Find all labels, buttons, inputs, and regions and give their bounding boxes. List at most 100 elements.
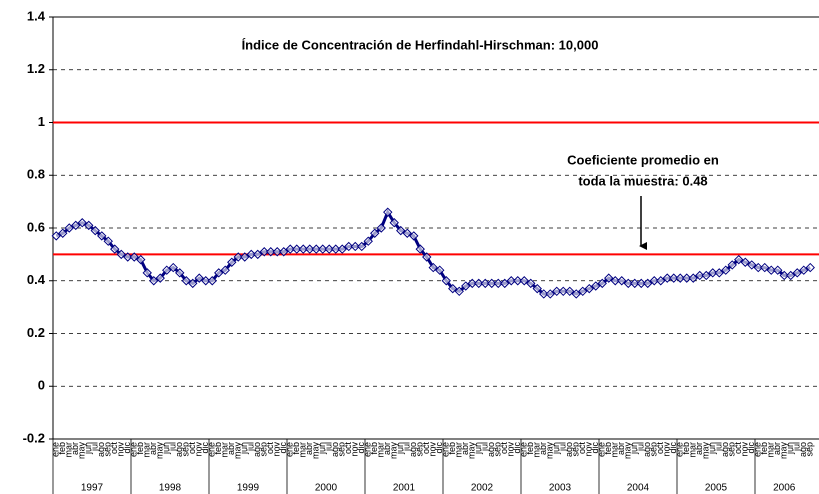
x-tick-label: feb	[369, 442, 379, 455]
x-tick-label: ago	[486, 442, 496, 457]
marker	[64, 223, 74, 233]
x-tick-label: may	[77, 442, 87, 460]
series-line	[55, 208, 811, 296]
marker	[123, 252, 133, 262]
x-tick-label: mar	[220, 442, 230, 458]
marker	[454, 286, 464, 297]
marker	[188, 278, 198, 289]
x-tick-label: oct	[655, 442, 665, 455]
marker	[357, 241, 367, 252]
marker	[688, 273, 698, 283]
marker	[649, 276, 659, 286]
marker	[747, 260, 757, 270]
x-tick-label: feb	[57, 442, 67, 455]
x-tick-label: ene	[753, 442, 763, 457]
x-tick-label: jun	[239, 442, 249, 455]
marker	[266, 247, 276, 257]
marker	[194, 273, 204, 283]
x-tick-label: ago	[96, 442, 106, 457]
x-tick-label: sep	[415, 442, 425, 457]
marker	[740, 257, 750, 267]
marker	[214, 268, 224, 278]
x-tick-label: may	[311, 442, 321, 460]
x-tick-label: dic	[512, 442, 522, 454]
x-tick-label: may	[623, 442, 633, 460]
x-tick-label: may	[389, 442, 399, 460]
marker	[233, 252, 243, 262]
marker	[129, 252, 139, 262]
x-tick-label: nov	[194, 442, 204, 457]
marker	[259, 247, 269, 257]
marker	[675, 273, 685, 283]
marker	[760, 262, 770, 273]
y-tick-label: 0.8	[27, 167, 45, 182]
x-tick-label: jul	[636, 442, 646, 452]
marker	[500, 278, 510, 289]
x-tick-label: oct	[265, 442, 275, 455]
x-tick-label: nov	[740, 442, 750, 457]
marker	[370, 228, 380, 238]
marker	[753, 262, 763, 273]
marker	[526, 278, 536, 289]
marker	[383, 207, 393, 217]
x-tick-label: sep	[259, 442, 269, 457]
marker	[422, 252, 432, 262]
marker	[331, 244, 341, 254]
marker	[344, 241, 354, 252]
marker	[181, 276, 191, 286]
x-tick-label: feb	[759, 442, 769, 455]
x-tick-label: abr	[772, 442, 782, 455]
x-tick-label: dic	[590, 442, 600, 454]
marker	[474, 278, 484, 289]
x-tick-label: oct	[343, 442, 353, 455]
x-tick-label: jun	[161, 442, 171, 455]
x-tick-label: oct	[577, 442, 587, 455]
marker	[617, 276, 627, 286]
marker	[519, 276, 529, 286]
x-tick-label: oct	[109, 442, 119, 455]
marker	[552, 286, 562, 297]
x-tick-label: may	[233, 442, 243, 460]
x-tick-label: nov	[428, 442, 438, 457]
x-tick-label: abr	[538, 442, 548, 455]
marker	[695, 270, 705, 281]
marker	[779, 270, 789, 281]
marker	[558, 286, 568, 297]
marker	[721, 265, 731, 275]
x-tick-label: nov	[662, 442, 672, 457]
y-tick-label: 1	[38, 114, 45, 129]
x-tick-label: jun	[707, 442, 717, 455]
x-tick-label: feb	[447, 442, 457, 455]
marker	[292, 244, 302, 254]
x-tick-label: oct	[499, 442, 509, 455]
marker	[90, 225, 100, 236]
x-tick-label: sep	[571, 442, 581, 457]
year-label: 2001	[393, 483, 416, 494]
marker	[643, 278, 653, 289]
marker	[467, 278, 477, 289]
x-tick-label: mar	[64, 442, 74, 458]
x-tick-label: dic	[122, 442, 132, 454]
x-tick-label: nov	[350, 442, 360, 457]
marker	[324, 244, 334, 254]
x-tick-label: abr	[70, 442, 80, 455]
x-tick-label: nov	[584, 442, 594, 457]
marker	[337, 244, 347, 254]
chart-title: Índice de Concentración de Herfindahl-Hi…	[242, 37, 599, 52]
marker	[623, 278, 633, 289]
marker	[84, 220, 94, 231]
marker	[656, 276, 666, 286]
marker	[487, 278, 497, 289]
x-tick-label: jul	[480, 442, 490, 452]
marker	[636, 278, 646, 289]
x-tick-label: dic	[746, 442, 756, 454]
x-tick-label: oct	[733, 442, 743, 455]
x-tick-label: jul	[246, 442, 256, 452]
x-tick-label: sep	[181, 442, 191, 457]
marker	[350, 241, 360, 252]
marker	[142, 268, 152, 278]
marker	[285, 244, 295, 254]
year-label: 2000	[315, 483, 338, 494]
marker	[298, 244, 308, 254]
